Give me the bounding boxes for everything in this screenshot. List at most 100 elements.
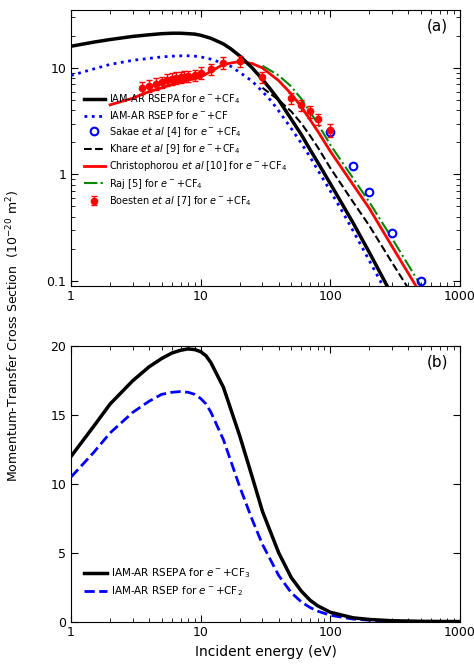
Khare $et$ $al$ [9] for $e^-$+CF$_4$ <box>315 143 320 151</box>
IAM-AR RSEP for $e^-$+CF <box>350 226 356 235</box>
Line: IAM-AR RSEP for $e^-$+CF$_2$: IAM-AR RSEP for $e^-$+CF$_2$ <box>71 392 460 622</box>
IAM-AR RSEP for $e^-$+CF <box>366 257 372 265</box>
IAM-AR RSEPA for $e^-$+CF$_3$ <box>249 473 255 481</box>
IAM-AR RSEPA for $e^-$+CF$_4$ <box>91 38 97 46</box>
IAM-AR RSEPA for $e^-$+CF$_3$ <box>237 431 243 439</box>
IAM-AR RSEP for $e^-$+CF <box>185 52 191 60</box>
Christophorou $et$ $al$ [10] for $e^-$+CF$_4$ <box>159 84 164 92</box>
IAM-AR RSEPA for $e^-$+CF$_4$ <box>228 44 233 52</box>
IAM-AR RSEP for $e^-$+CF <box>198 53 203 61</box>
IAM-AR RSEPA for $e^-$+CF$_4$ <box>237 52 243 60</box>
IAM-AR RSEPA for $e^-$+CF$_4$ <box>457 425 463 433</box>
IAM-AR RSEP for $e^-$+CF <box>268 97 274 105</box>
IAM-AR RSEP for $e^-$+CF$_2$ <box>315 607 320 615</box>
Christophorou $et$ $al$ [10] for $e^-$+CF$_4$ <box>260 64 265 72</box>
IAM-AR RSEP for $e^-$+CF <box>328 187 333 195</box>
IAM-AR RSEPA for $e^-$+CF$_4$ <box>418 351 424 359</box>
IAM-AR RSEPA for $e^-$+CF$_3$ <box>315 601 320 610</box>
Legend: IAM-AR RSEPA for $e^-$+CF$_4$, IAM-AR RSEP for $e^-$+CF, Sakae $et$ $al$ [4] for: IAM-AR RSEPA for $e^-$+CF$_4$, IAM-AR RS… <box>80 89 291 212</box>
Khare $et$ $al$ [9] for $e^-$+CF$_4$ <box>389 259 395 267</box>
IAM-AR RSEP for $e^-$+CF$_2$ <box>159 390 164 398</box>
Christophorou $et$ $al$ [10] for $e^-$+CF$_4$ <box>315 127 320 135</box>
IAM-AR RSEPA for $e^-$+CF$_3$ <box>366 616 372 624</box>
Christophorou $et$ $al$ [10] for $e^-$+CF$_4$ <box>276 77 282 85</box>
Raj [5] for $e^-$+CF$_4$ <box>260 62 265 70</box>
Line: IAM-AR RSEPA for $e^-$+CF$_4$: IAM-AR RSEPA for $e^-$+CF$_4$ <box>71 33 460 429</box>
IAM-AR RSEP for $e^-$+CF <box>288 124 294 132</box>
Christophorou $et$ $al$ [10] for $e^-$+CF$_4$ <box>237 58 243 66</box>
IAM-AR RSEPA for $e^-$+CF$_3$ <box>146 363 152 371</box>
IAM-AR RSEP for $e^-$+CF$_2$ <box>418 618 424 626</box>
IAM-AR RSEPA for $e^-$+CF$_4$ <box>366 248 372 256</box>
Raj [5] for $e^-$+CF$_4$ <box>437 312 443 321</box>
IAM-AR RSEPA for $e^-$+CF$_3$ <box>307 596 313 604</box>
IAM-AR RSEPA for $e^-$+CF$_4$ <box>208 34 214 42</box>
IAM-AR RSEP for $e^-$+CF$_2$ <box>389 617 395 625</box>
IAM-AR RSEP for $e^-$+CF$_2$ <box>237 482 243 491</box>
IAM-AR RSEP for $e^-$+CF <box>146 54 152 62</box>
Khare $et$ $al$ [9] for $e^-$+CF$_4$ <box>366 222 372 230</box>
IAM-AR RSEPA for $e^-$+CF$_4$ <box>198 31 203 39</box>
Khare $et$ $al$ [9] for $e^-$+CF$_4$ <box>307 132 313 140</box>
Christophorou $et$ $al$ [10] for $e^-$+CF$_4$ <box>169 81 175 89</box>
Christophorou $et$ $al$ [10] for $e^-$+CF$_4$ <box>130 94 136 102</box>
Text: Momentum-Transfer Cross Section  (10$^{-20}$ m$^2$): Momentum-Transfer Cross Section (10$^{-2… <box>5 190 22 482</box>
IAM-AR RSEPA for $e^-$+CF$_4$ <box>169 29 175 37</box>
IAM-AR RSEPA for $e^-$+CF$_4$ <box>268 86 274 94</box>
IAM-AR RSEPA for $e^-$+CF$_3$ <box>328 608 333 616</box>
IAM-AR RSEP for $e^-$+CF$_2$ <box>68 473 74 481</box>
Christophorou $et$ $al$ [10] for $e^-$+CF$_4$ <box>178 78 183 86</box>
IAM-AR RSEPA for $e^-$+CF$_4$ <box>107 36 113 44</box>
IAM-AR RSEPA for $e^-$+CF$_3$ <box>68 452 74 460</box>
IAM-AR RSEPA for $e^-$+CF$_4$ <box>288 115 294 123</box>
IAM-AR RSEPA for $e^-$+CF$_3$ <box>418 618 424 626</box>
Khare $et$ $al$ [9] for $e^-$+CF$_4$ <box>457 368 463 376</box>
Raj [5] for $e^-$+CF$_4$ <box>350 174 356 182</box>
IAM-AR RSEP for $e^-$+CF <box>418 358 424 366</box>
IAM-AR RSEP for $e^-$+CF$_2$ <box>249 515 255 523</box>
IAM-AR RSEP for $e^-$+CF <box>68 71 74 79</box>
IAM-AR RSEPA for $e^-$+CF$_3$ <box>203 351 209 360</box>
Line: Christophorou $et$ $al$ [10] for $e^-$+CF$_4$: Christophorou $et$ $al$ [10] for $e^-$+C… <box>110 62 460 362</box>
Christophorou $et$ $al$ [10] for $e^-$+CF$_4$ <box>192 75 198 83</box>
IAM-AR RSEP for $e^-$+CF <box>192 52 198 60</box>
IAM-AR RSEPA for $e^-$+CF$_4$ <box>68 42 74 50</box>
IAM-AR RSEPA for $e^-$+CF$_4$ <box>220 40 226 48</box>
Sakae $et$ $al$ [4] for $e^-$+CF$_4$ <box>350 162 356 170</box>
IAM-AR RSEPA for $e^-$+CF$_3$ <box>208 359 214 367</box>
Christophorou $et$ $al$ [10] for $e^-$+CF$_4$ <box>418 290 424 298</box>
Sakae $et$ $al$ [4] for $e^-$+CF$_4$ <box>328 128 333 136</box>
IAM-AR RSEPA for $e^-$+CF$_3$ <box>130 376 136 384</box>
IAM-AR RSEPA for $e^-$+CF$_3$ <box>192 345 198 353</box>
IAM-AR RSEP for $e^-$+CF$_2$ <box>307 603 313 612</box>
Khare $et$ $al$ [9] for $e^-$+CF$_4$ <box>288 108 294 116</box>
IAM-AR RSEP for $e^-$+CF$_2$ <box>366 616 372 624</box>
Raj [5] for $e^-$+CF$_4$ <box>418 282 424 290</box>
Christophorou $et$ $al$ [10] for $e^-$+CF$_4$ <box>307 116 313 124</box>
IAM-AR RSEPA for $e^-$+CF$_3$ <box>185 345 191 353</box>
Line: Raj [5] for $e^-$+CF$_4$: Raj [5] for $e^-$+CF$_4$ <box>263 66 460 349</box>
IAM-AR RSEP for $e^-$+CF$_2$ <box>185 388 191 396</box>
IAM-AR RSEPA for $e^-$+CF$_4$ <box>328 179 333 187</box>
Christophorou $et$ $al$ [10] for $e^-$+CF$_4$ <box>185 76 191 84</box>
IAM-AR RSEPA for $e^-$+CF$_4$ <box>350 219 356 227</box>
IAM-AR RSEPA for $e^-$+CF$_4$ <box>299 131 304 139</box>
IAM-AR RSEP for $e^-$+CF <box>169 52 175 60</box>
IAM-AR RSEP for $e^-$+CF$_2$ <box>169 388 175 396</box>
IAM-AR RSEP for $e^-$+CF$_2$ <box>91 448 97 456</box>
IAM-AR RSEP for $e^-$+CF$_2$ <box>299 598 304 606</box>
IAM-AR RSEPA for $e^-$+CF$_4$ <box>185 30 191 38</box>
Raj [5] for $e^-$+CF$_4$ <box>288 83 294 91</box>
IAM-AR RSEP for $e^-$+CF <box>249 77 255 85</box>
IAM-AR RSEP for $e^-$+CF <box>107 60 113 69</box>
Christophorou $et$ $al$ [10] for $e^-$+CF$_4$ <box>457 358 463 366</box>
IAM-AR RSEP for $e^-$+CF$_2$ <box>328 612 333 620</box>
IAM-AR RSEP for $e^-$+CF <box>237 69 243 77</box>
IAM-AR RSEPA for $e^-$+CF$_3$ <box>299 587 304 595</box>
Christophorou $et$ $al$ [10] for $e^-$+CF$_4$ <box>288 90 294 98</box>
Raj [5] for $e^-$+CF$_4$ <box>276 71 282 79</box>
IAM-AR RSEP for $e^-$+CF$_2$ <box>107 429 113 437</box>
Line: IAM-AR RSEPA for $e^-$+CF$_3$: IAM-AR RSEPA for $e^-$+CF$_3$ <box>71 349 460 622</box>
IAM-AR RSEP for $e^-$+CF$_2$ <box>208 408 214 416</box>
Raj [5] for $e^-$+CF$_4$ <box>366 198 372 206</box>
